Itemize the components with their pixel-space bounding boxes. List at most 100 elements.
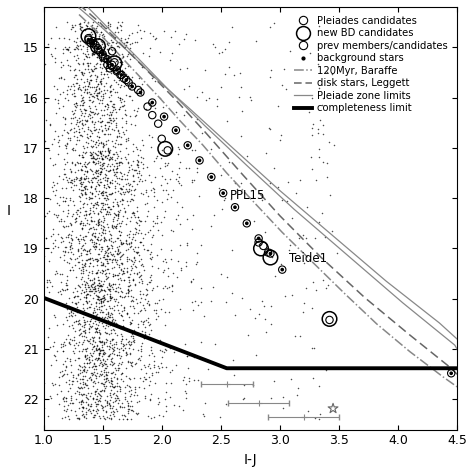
- Point: [162, 258, 170, 266]
- Point: [77, 236, 84, 243]
- Point: [130, 258, 138, 266]
- Point: [67, 399, 74, 407]
- Point: [136, 217, 144, 225]
- Point: [145, 318, 152, 325]
- Point: [123, 269, 131, 276]
- Point: [95, 246, 102, 253]
- Point: [113, 23, 120, 31]
- Point: [115, 55, 122, 63]
- Point: [314, 61, 322, 68]
- Point: [152, 173, 159, 181]
- Point: [111, 271, 119, 279]
- Point: [94, 129, 102, 137]
- Point: [105, 346, 113, 353]
- Point: [64, 46, 72, 54]
- Point: [112, 223, 120, 230]
- Point: [91, 229, 99, 237]
- Point: [92, 395, 100, 402]
- Point: [177, 266, 185, 273]
- Point: [118, 98, 125, 105]
- Point: [322, 366, 330, 374]
- Point: [125, 231, 132, 238]
- Point: [55, 96, 62, 103]
- Point: [62, 299, 69, 307]
- Point: [86, 318, 94, 325]
- Point: [121, 208, 129, 216]
- Point: [106, 292, 113, 300]
- Point: [170, 401, 178, 409]
- Point: [118, 71, 125, 79]
- Point: [253, 37, 260, 45]
- Point: [97, 70, 105, 78]
- Point: [323, 159, 330, 167]
- Point: [107, 110, 114, 118]
- Point: [98, 386, 106, 394]
- Point: [105, 46, 113, 53]
- Point: [83, 116, 91, 123]
- Point: [128, 30, 136, 37]
- Point: [75, 151, 83, 158]
- Point: [80, 89, 87, 96]
- Point: [117, 266, 125, 274]
- Point: [319, 277, 327, 284]
- Point: [92, 346, 100, 354]
- Point: [88, 356, 96, 364]
- Point: [103, 207, 111, 215]
- Point: [225, 38, 233, 46]
- Point: [112, 159, 119, 167]
- Point: [100, 106, 108, 114]
- Point: [105, 312, 112, 319]
- Point: [112, 109, 120, 116]
- Point: [88, 189, 95, 197]
- Point: [103, 45, 111, 53]
- Point: [138, 279, 146, 287]
- Point: [132, 166, 140, 173]
- Point: [278, 81, 286, 89]
- Point: [97, 287, 104, 294]
- Point: [102, 189, 109, 196]
- Point: [110, 343, 118, 351]
- Point: [129, 208, 137, 216]
- Point: [85, 32, 92, 40]
- Point: [100, 38, 108, 46]
- Point: [130, 186, 138, 193]
- Point: [315, 219, 323, 226]
- Point: [108, 344, 115, 352]
- Point: [101, 396, 109, 404]
- Point: [105, 125, 112, 132]
- Point: [137, 171, 145, 179]
- Point: [142, 392, 149, 400]
- Point: [96, 338, 104, 346]
- Point: [97, 118, 104, 126]
- Point: [102, 248, 110, 256]
- Point: [69, 23, 76, 31]
- Point: [125, 401, 132, 409]
- Point: [85, 324, 93, 332]
- Point: [99, 280, 107, 288]
- Point: [178, 203, 185, 211]
- Point: [162, 187, 170, 194]
- Point: [80, 308, 87, 315]
- Point: [100, 159, 107, 167]
- Point: [97, 37, 105, 45]
- Point: [118, 60, 126, 68]
- Point: [119, 182, 127, 190]
- Point: [48, 141, 55, 148]
- Point: [78, 411, 86, 419]
- Point: [114, 80, 121, 87]
- Point: [92, 155, 100, 163]
- Point: [121, 389, 128, 397]
- Point: [84, 139, 91, 146]
- Point: [114, 33, 121, 41]
- Point: [83, 201, 91, 208]
- Point: [129, 276, 137, 283]
- Point: [68, 312, 76, 319]
- Point: [131, 185, 139, 193]
- Point: [60, 89, 67, 96]
- Point: [113, 39, 120, 47]
- Point: [127, 286, 134, 293]
- Point: [121, 110, 129, 118]
- Point: [163, 284, 170, 292]
- Point: [196, 156, 203, 164]
- Point: [130, 172, 137, 179]
